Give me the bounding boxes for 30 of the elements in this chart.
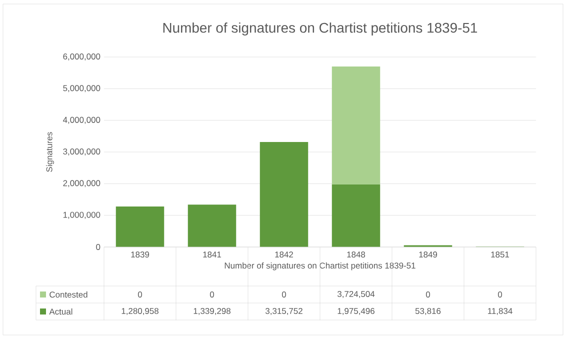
data-label: 0 bbox=[498, 292, 502, 298]
legend-label: Contested bbox=[50, 291, 88, 298]
data-label: 0 bbox=[426, 292, 430, 298]
y-tick-label: 3,000,000 bbox=[63, 148, 100, 156]
data-label: 3,724,504 bbox=[337, 291, 375, 298]
y-tick-label: 5,000,000 bbox=[63, 85, 100, 92]
x-axis-title: Number of signatures on Chartist petitions 1839-51 bbox=[224, 262, 416, 270]
x-tick-label: 1842 bbox=[275, 252, 293, 258]
data-label: 3,315,752 bbox=[265, 308, 302, 315]
data-label: 53,816 bbox=[415, 308, 441, 315]
y-tick-label: 0 bbox=[96, 244, 100, 250]
y-axis-title: Signatures bbox=[46, 132, 54, 172]
y-tick-label: 6,000,000 bbox=[63, 54, 100, 60]
legend-label: Actual bbox=[49, 308, 72, 315]
data-label: 1,280,958 bbox=[122, 308, 158, 315]
data-label: 0 bbox=[138, 292, 142, 298]
data-label: 11,834 bbox=[488, 308, 512, 315]
data-label: 0 bbox=[210, 292, 214, 298]
x-tick-label: 1851 bbox=[491, 252, 510, 258]
y-tick-label: 4,000,000 bbox=[63, 116, 100, 124]
x-tick-label: 1848 bbox=[347, 252, 366, 258]
data-label: 1,339,298 bbox=[194, 308, 230, 315]
data-label: 1,975,496 bbox=[338, 308, 374, 315]
y-tick-label: 1,000,000 bbox=[63, 212, 100, 219]
y-tick-label: 2,000,000 bbox=[63, 180, 100, 188]
x-tick-label: 1849 bbox=[419, 252, 438, 258]
x-tick-label: 1841 bbox=[203, 252, 222, 258]
data-label: 0 bbox=[282, 292, 286, 298]
x-tick-label: 1839 bbox=[131, 252, 150, 258]
chart-title: Number of signatures on Chartist petitions 1839-51 bbox=[163, 22, 478, 36]
